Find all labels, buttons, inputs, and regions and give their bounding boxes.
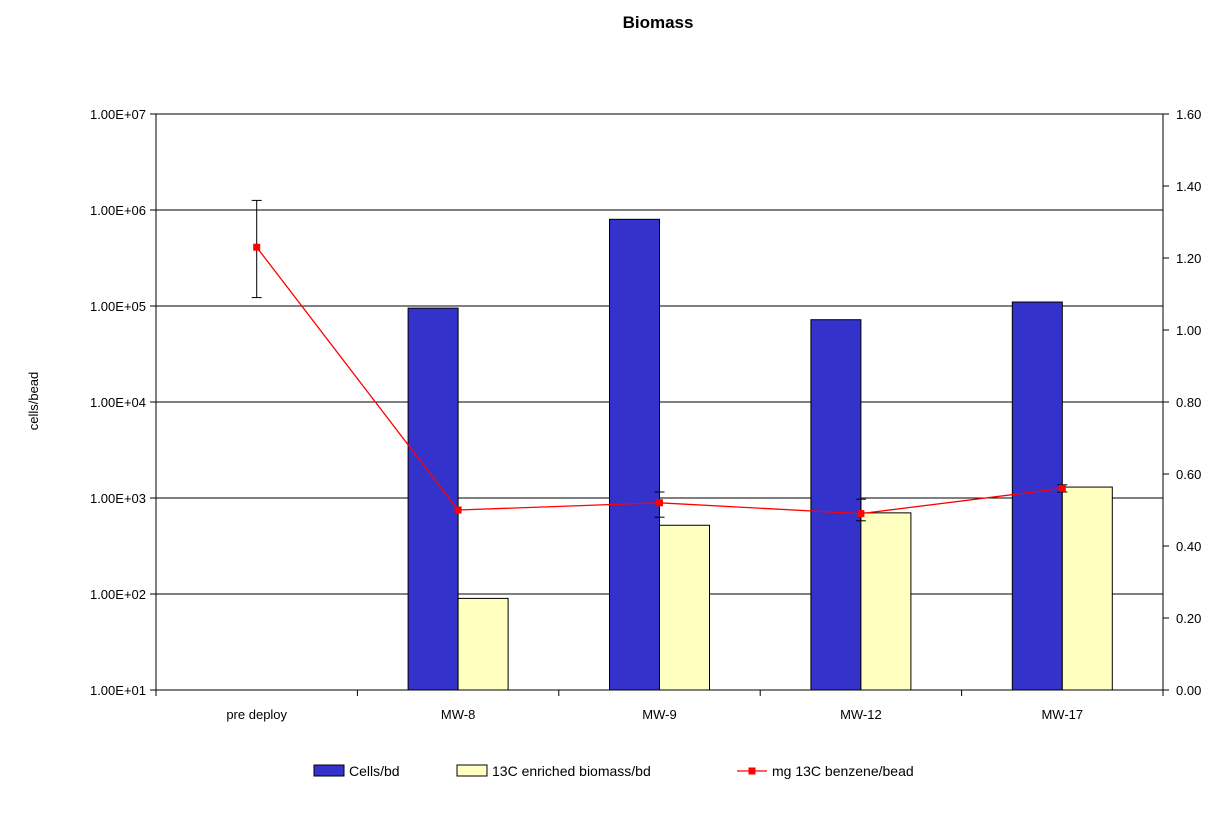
legend-label: Cells/bd	[349, 763, 400, 779]
y2-tick-label: 1.20	[1176, 251, 1201, 266]
bar	[810, 319, 862, 691]
data-point	[253, 243, 261, 251]
y-tick-label: 1.00E+03	[90, 491, 146, 506]
data-point	[454, 506, 462, 514]
plot-area: 1.00E+01 1.00E+02 1.00E+03 1.00E+04 1.00E+05…	[90, 107, 1201, 722]
y2-tick-label: 0.00	[1176, 683, 1201, 698]
y-tick-label: 1.00E+01	[90, 683, 146, 698]
x-tick-label: MW-8	[441, 707, 475, 722]
legend-label: 13C enriched biomass/bd	[492, 763, 651, 779]
y2-tick-label: 0.80	[1176, 395, 1201, 410]
y-tick-label: 1.00E+02	[90, 587, 146, 602]
y-tick-label: 1.00E+05	[90, 299, 146, 314]
x-tick-label: MW-17	[1041, 707, 1083, 722]
data-point	[857, 510, 865, 518]
x-tick-label: MW-12	[840, 707, 882, 722]
legend-label: mg 13C benzene/bead	[772, 763, 914, 779]
bar	[1011, 301, 1063, 691]
bar	[860, 512, 912, 691]
x-tick-label: pre deploy	[226, 707, 287, 722]
data-point	[1058, 484, 1066, 492]
y2-tick-label: 1.40	[1176, 179, 1201, 194]
bar	[407, 307, 459, 691]
y2-tick-label: 0.40	[1176, 539, 1201, 554]
bar	[1061, 486, 1113, 691]
bar	[457, 597, 509, 691]
y-axis-title: cells/bead	[26, 372, 41, 431]
y-tick-label: 1.00E+06	[90, 203, 146, 218]
legend-swatch	[456, 764, 488, 777]
legend-swatch	[313, 764, 345, 777]
y2-tick-label: 1.60	[1176, 107, 1201, 122]
legend-marker	[748, 767, 756, 775]
legend: Cells/bd 13C enriched biomass/bd mg 13C be…	[313, 763, 914, 779]
y2-tick-label: 0.20	[1176, 611, 1201, 626]
y-tick-label: 1.00E+04	[90, 395, 146, 410]
y2-tick-label: 0.60	[1176, 467, 1201, 482]
bar	[659, 524, 710, 691]
data-point	[656, 499, 663, 507]
chart-title: Biomass	[623, 13, 694, 32]
bar	[609, 218, 660, 691]
y2-tick-label: 1.00	[1176, 323, 1201, 338]
y-tick-label: 1.00E+07	[90, 107, 146, 122]
x-tick-label: MW-9	[642, 707, 676, 722]
